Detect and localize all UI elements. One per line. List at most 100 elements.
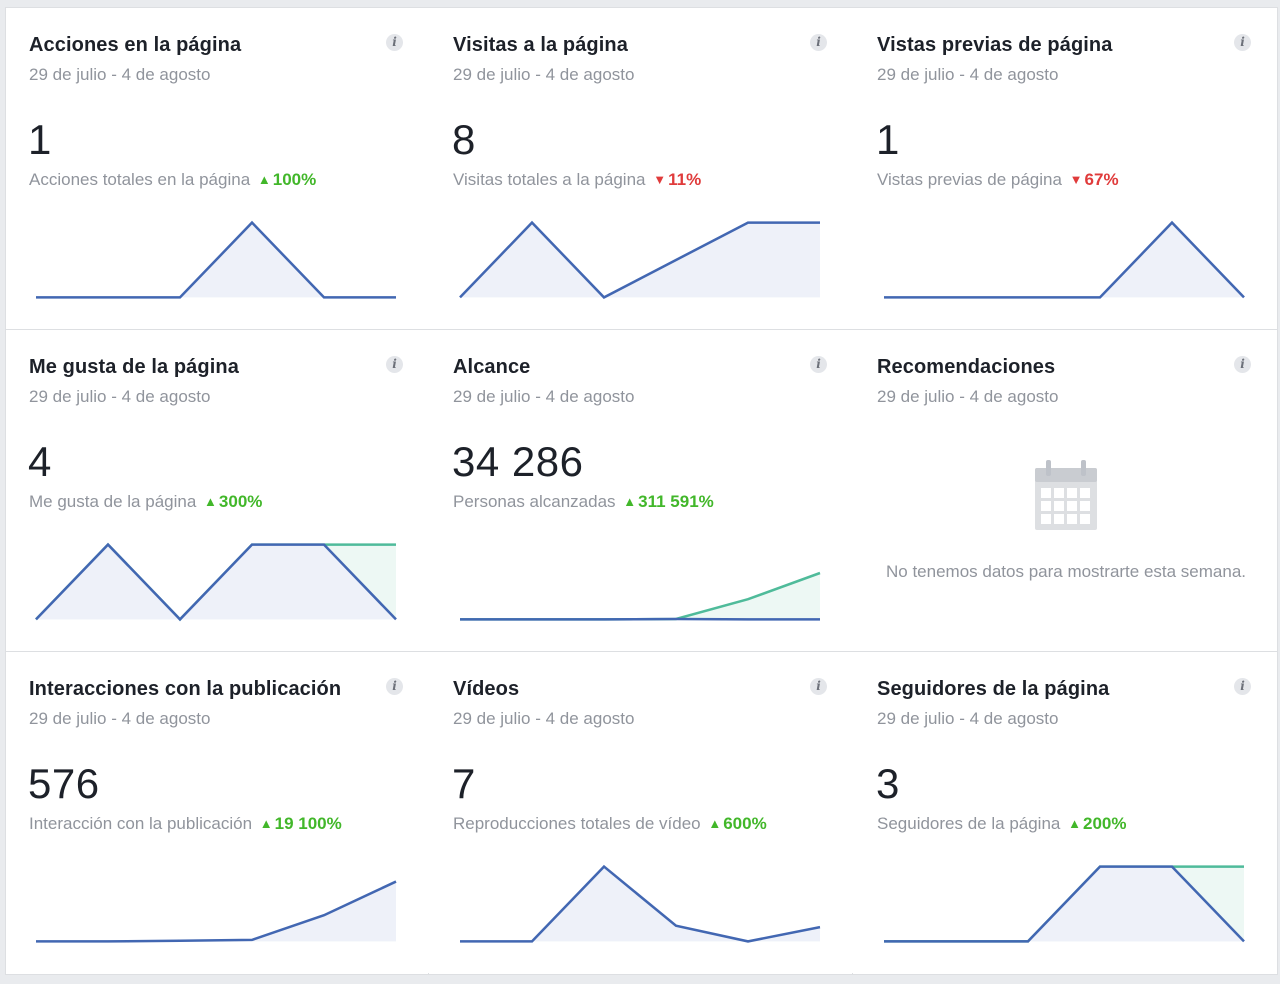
series-line <box>884 220 1245 299</box>
card-title[interactable]: Acciones en la página <box>29 34 242 56</box>
series-area <box>460 866 820 942</box>
insight-card-8[interactable]: Seguidores de la página 29 de julio - 4 … <box>854 652 1277 973</box>
card-date-range: 29 de julio - 4 de agosto <box>29 709 211 728</box>
card-date-range: 29 de julio - 4 de agosto <box>877 709 1059 728</box>
series-line <box>460 864 821 943</box>
insight-card-7[interactable]: Vídeos 29 de julio - 4 de agosto i 7 Repr… <box>430 652 853 973</box>
change-percent: 11% <box>668 170 702 189</box>
sparkline-chart <box>35 542 397 622</box>
metric-label: Acciones totales en la página <box>29 170 251 189</box>
change-indicator: ▲ 100% <box>258 170 316 189</box>
change-indicator: ▲ 600% <box>708 814 766 833</box>
card-title[interactable]: Visitas a la página <box>453 34 628 56</box>
insight-card-6[interactable]: Interacciones con la publicación 29 de j… <box>6 652 429 973</box>
change-percent: 19 100% <box>274 814 342 833</box>
series-line <box>35 542 397 622</box>
card-title[interactable]: Seguidores de la página <box>877 678 1110 700</box>
info-icon[interactable]: i <box>386 34 403 51</box>
card-title[interactable]: Me gusta de la página <box>29 356 239 378</box>
sparkline-chart <box>460 571 821 621</box>
series-line <box>884 865 1245 943</box>
metric-label: Interacción con la publicación <box>29 814 253 833</box>
card-title[interactable]: Interacciones con la publicación <box>29 678 342 700</box>
sparkline-chart <box>884 220 1245 299</box>
triangle-up-icon: ▲ <box>708 816 722 831</box>
info-icon[interactable]: i <box>1234 34 1251 51</box>
metric-label: Vistas previas de página <box>877 170 1062 189</box>
card-metric: Personas alcanzadas ▲ 311 591% <box>453 492 714 512</box>
change-indicator: ▲ 300% <box>204 492 262 511</box>
card-value: 1 <box>876 116 900 163</box>
insight-card-4[interactable]: Alcance 29 de julio - 4 de agosto i 34 2… <box>430 330 853 651</box>
card-value: 3 <box>876 760 900 807</box>
change-indicator: ▲ 200% <box>1068 814 1126 833</box>
sparkline-chart <box>460 864 821 943</box>
metric-label: Visitas totales a la página <box>453 170 646 189</box>
info-icon[interactable]: i <box>810 356 827 373</box>
series-line <box>36 220 396 299</box>
metric-label: Reproducciones totales de vídeo <box>453 814 701 833</box>
triangle-up-icon: ▲ <box>1068 816 1081 831</box>
card-value: 34 286 <box>452 438 584 485</box>
card-date-range: 29 de julio - 4 de agosto <box>877 387 1059 406</box>
change-indicator: ▼ 67% <box>1070 170 1119 189</box>
change-percent: 67% <box>1084 170 1119 189</box>
info-icon[interactable]: i <box>386 356 403 373</box>
change-indicator: ▲ 311 591% <box>623 492 714 511</box>
insight-card-2[interactable]: Vistas previas de página 29 de julio - 4… <box>854 8 1277 329</box>
card-title[interactable]: Recomendaciones <box>877 356 1056 378</box>
change-indicator: ▼ 11% <box>653 170 701 189</box>
card-value: 1 <box>28 116 52 163</box>
calendar-icon <box>1035 460 1097 530</box>
insight-card-5[interactable]: Recomendaciones 29 de julio - 4 de agost… <box>854 330 1277 651</box>
sparkline-chart <box>459 220 820 299</box>
card-date-range: 29 de julio - 4 de agosto <box>453 709 635 728</box>
card-date-range: 29 de julio - 4 de agosto <box>453 65 635 84</box>
card-date-range: 29 de julio - 4 de agosto <box>29 387 211 406</box>
triangle-up-icon: ▲ <box>259 816 273 831</box>
page-insights-grid: Acciones en la página 29 de julio - 4 de… <box>5 7 1278 975</box>
change-percent: 600% <box>723 814 767 833</box>
card-title[interactable]: Vistas previas de página <box>877 34 1113 56</box>
row-divider <box>6 651 1277 652</box>
metric-label: Seguidores de la página <box>877 814 1061 833</box>
card-value: 576 <box>28 760 100 807</box>
empty-state: No tenemos datos para mostrarte esta sem… <box>854 460 1278 584</box>
info-icon[interactable]: i <box>1234 678 1251 695</box>
change-percent: 100% <box>272 170 317 189</box>
series-line <box>459 220 820 299</box>
info-icon[interactable]: i <box>386 678 403 695</box>
card-metric: Interacción con la publicación ▲ 19 100% <box>29 814 342 834</box>
series-line <box>36 880 397 943</box>
series-area <box>460 222 820 298</box>
card-metric: Me gusta de la página ▲ 300% <box>29 492 262 512</box>
metric-label: Me gusta de la página <box>29 492 197 511</box>
card-date-range: 29 de julio - 4 de agosto <box>877 65 1059 84</box>
change-indicator: ▲ 19 100% <box>260 814 342 833</box>
insight-card-0[interactable]: Acciones en la página 29 de julio - 4 de… <box>6 8 429 329</box>
info-icon[interactable]: i <box>810 34 827 51</box>
insight-card-3[interactable]: Me gusta de la página 29 de julio - 4 de… <box>6 330 429 651</box>
triangle-down-icon: ▼ <box>653 172 667 187</box>
metric-label: Personas alcanzadas <box>453 492 616 511</box>
triangle-down-icon: ▼ <box>1069 172 1083 187</box>
triangle-up-icon: ▲ <box>257 172 271 187</box>
empty-state-text: No tenemos datos para mostrarte esta sem… <box>886 562 1247 581</box>
info-icon[interactable]: i <box>810 678 827 695</box>
card-metric: Vistas previas de página ▼ 67% <box>877 170 1119 190</box>
card-metric: Seguidores de la página ▲ 200% <box>877 814 1126 834</box>
sparkline-chart <box>884 865 1245 943</box>
sparkline-chart <box>36 220 396 299</box>
card-title[interactable]: Alcance <box>453 356 531 378</box>
triangle-up-icon: ▲ <box>204 494 217 509</box>
info-icon[interactable]: i <box>1234 356 1251 373</box>
triangle-up-icon: ▲ <box>623 494 637 509</box>
compare-area <box>460 573 820 620</box>
card-title[interactable]: Vídeos <box>453 678 520 700</box>
card-value: 4 <box>28 438 52 485</box>
card-value: 8 <box>452 116 476 163</box>
change-percent: 300% <box>218 492 263 511</box>
card-metric: Acciones totales en la página ▲ 100% <box>29 170 316 190</box>
change-percent: 200% <box>1082 814 1127 833</box>
insight-card-1[interactable]: Visitas a la página 29 de julio - 4 de a… <box>430 8 853 329</box>
